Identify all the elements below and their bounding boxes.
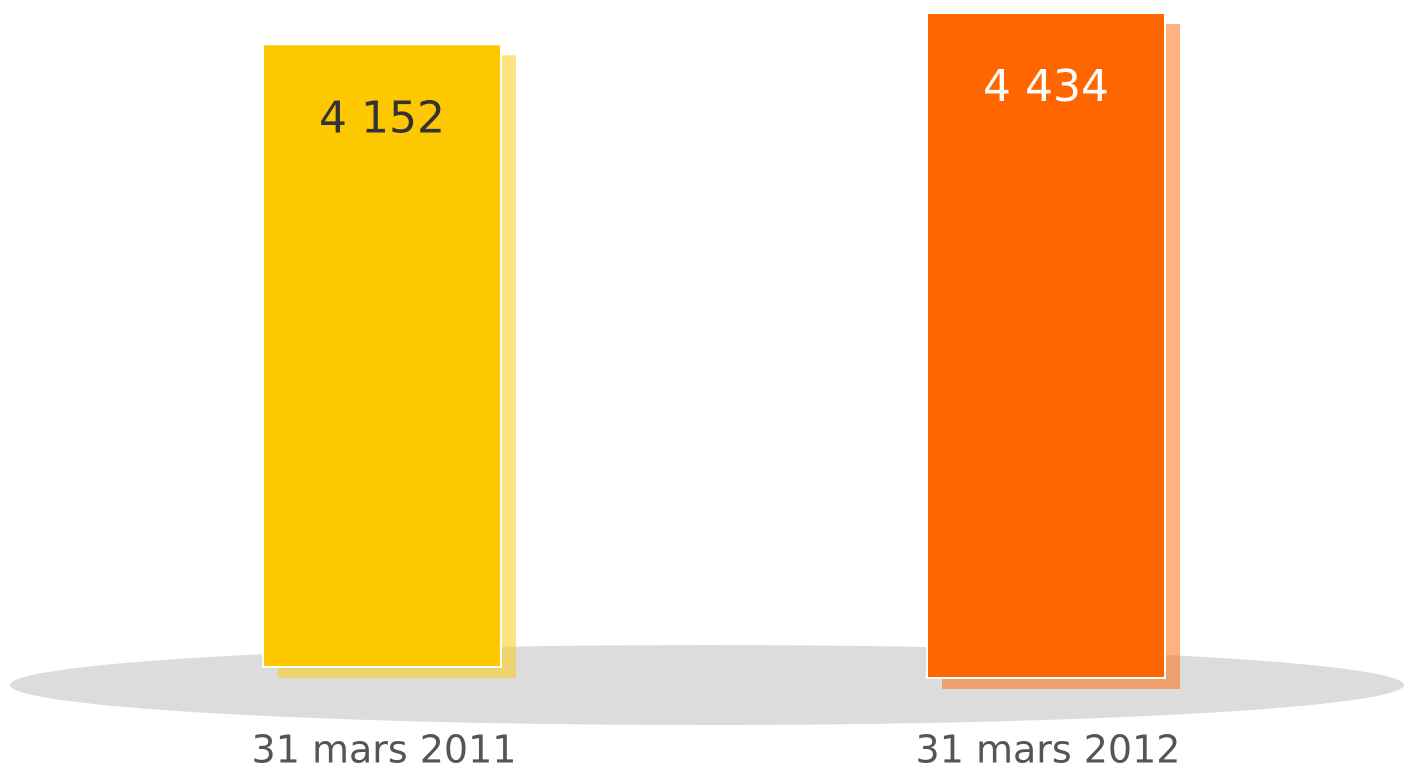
floor — [10, 645, 1404, 725]
category-label: 31 mars 2012 — [916, 728, 1181, 772]
value-label: 4 152 — [319, 92, 445, 143]
category-label: 31 mars 2011 — [252, 728, 517, 772]
bar — [262, 43, 502, 668]
value-label: 4 434 — [983, 61, 1109, 112]
bar — [926, 12, 1166, 679]
